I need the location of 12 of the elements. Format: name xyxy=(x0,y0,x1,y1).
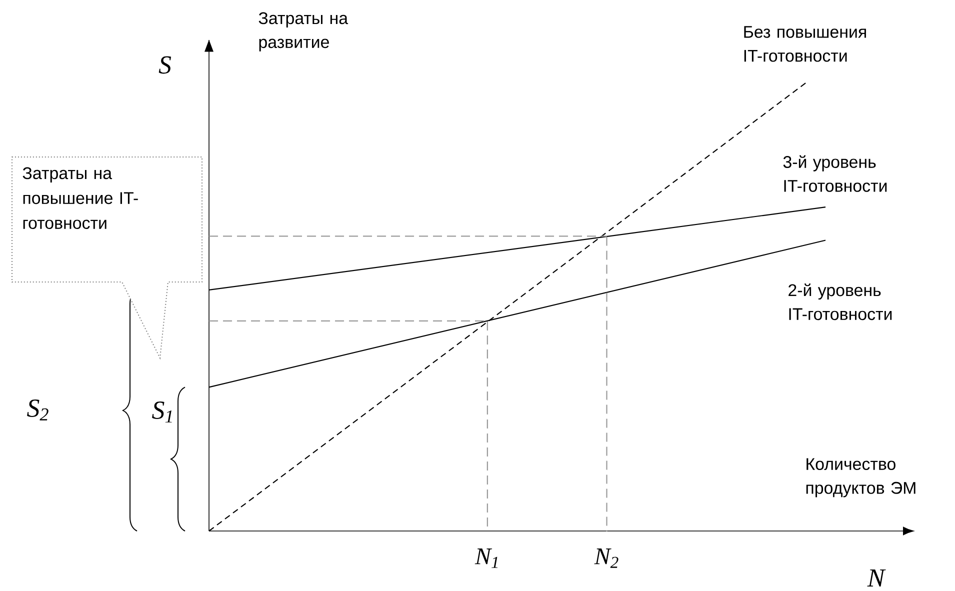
x-tick-label: N$_{1}$ xyxy=(474,548,498,568)
series-label: 3-й уровень IT-готовности xyxy=(783,155,887,192)
series-label: 2-й уровень IT-готовности xyxy=(788,283,892,320)
text: Затраты на повышение IT-готовности xyxy=(22,167,138,229)
text: Без повышения IT-готовности xyxy=(744,26,866,62)
text: S xyxy=(158,56,172,74)
x-tick-label: N$_{2}$ xyxy=(594,548,618,568)
text: S$_{1}$ xyxy=(152,402,172,422)
y-axis-title: Затраты на развитие xyxy=(258,12,348,52)
x-axis-title: Количество продуктов ЭМ xyxy=(806,458,916,498)
text: N xyxy=(867,570,886,586)
text: S$_{2}$ xyxy=(27,400,48,420)
